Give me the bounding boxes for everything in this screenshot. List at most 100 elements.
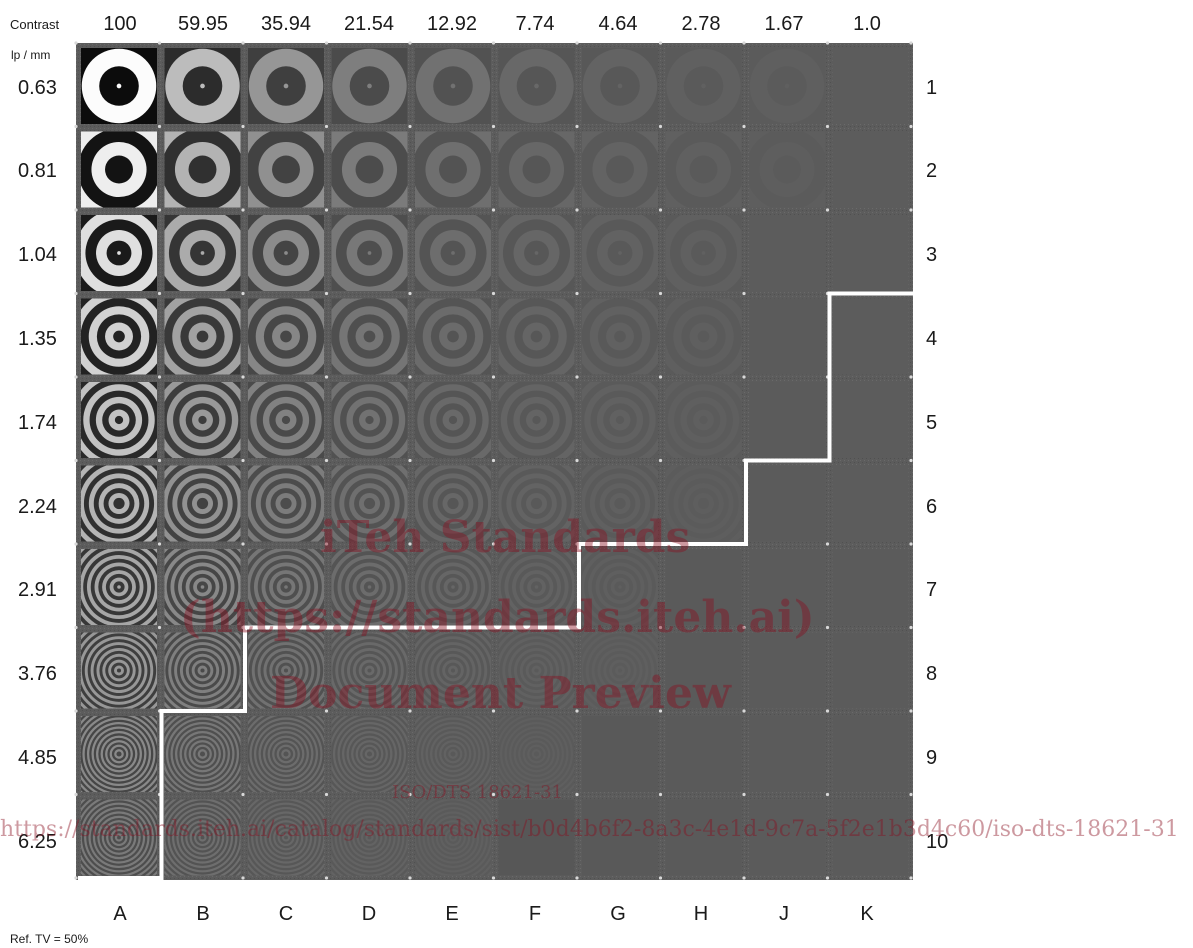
grid-marker (658, 41, 663, 45)
row-lpmm-9: 4.85 (18, 747, 57, 769)
ring-target (832, 632, 909, 709)
ring-target (749, 215, 825, 291)
ring-target (582, 465, 658, 542)
ring-target (164, 48, 241, 124)
grid-marker (408, 41, 412, 45)
grid-marker (74, 458, 78, 463)
column-letter-k: K (860, 903, 874, 925)
ring-target (331, 799, 408, 876)
grid-marker (241, 124, 245, 129)
ring-target (749, 549, 825, 625)
grid-marker (658, 458, 663, 463)
ring-target (164, 382, 241, 458)
ring-target (832, 799, 909, 876)
ring-target (81, 215, 157, 291)
ring-target (749, 131, 825, 208)
grid-marker (74, 208, 78, 212)
row-number-7: 7 (926, 579, 938, 601)
grid-marker (74, 291, 78, 296)
grid-marker (825, 625, 830, 630)
grid-marker (408, 124, 412, 129)
grid-marker (408, 709, 412, 713)
grid-marker (324, 709, 329, 713)
grid-marker (74, 375, 78, 379)
ring-target (164, 716, 241, 792)
ring-target (248, 465, 324, 542)
ring-target (248, 48, 324, 124)
row-number-9: 9 (926, 747, 938, 769)
grid-marker (825, 876, 830, 880)
ring-target (498, 716, 575, 792)
column-letter-j: J (779, 903, 789, 925)
grid-marker (491, 542, 496, 546)
column-contrast-b: 59.95 (177, 13, 229, 35)
grid-marker (909, 625, 913, 630)
row-number-3: 3 (926, 244, 938, 266)
grid-marker (909, 876, 913, 880)
row-lpmm-7: 2.91 (18, 579, 57, 601)
column-contrast-a: 100 (103, 13, 137, 35)
ring-target (832, 215, 909, 291)
grid-marker (157, 625, 162, 630)
ring-target (248, 549, 324, 625)
ring-target (331, 716, 408, 792)
ring-target (248, 298, 324, 375)
ring-target (81, 131, 157, 208)
column-letter-g: G (610, 903, 626, 925)
grid-marker (324, 876, 329, 880)
ring-target (582, 549, 658, 625)
watermark-line-1: iTeh Standards (320, 512, 691, 563)
grid-marker (491, 41, 496, 45)
watermark-line-3: Document Preview (270, 668, 731, 719)
row-lpmm-6: 2.24 (18, 496, 57, 518)
ring-target (498, 799, 575, 876)
column-contrast-g: 4.64 (598, 13, 638, 35)
row-lpmm-8: 3.76 (18, 663, 57, 685)
ring-target (665, 131, 742, 208)
grid-marker (408, 208, 412, 212)
grid-marker (575, 876, 579, 880)
row-number-10: 10 (926, 831, 949, 853)
grid-marker (491, 792, 496, 797)
grid-marker (742, 375, 746, 379)
grid-marker (241, 41, 245, 45)
column-letter-c: C (278, 903, 294, 925)
grid-marker (825, 542, 830, 546)
ring-target (331, 48, 408, 124)
grid-marker (909, 375, 913, 379)
grid-marker (324, 291, 329, 296)
ring-target (749, 382, 825, 458)
grid-marker (909, 792, 913, 797)
lpmm-axis-label: lp / mm (11, 48, 51, 62)
ring-target (415, 465, 491, 542)
ring-target (665, 799, 742, 876)
grid-marker (658, 625, 663, 630)
column-letter-d: D (361, 903, 377, 925)
ring-target (164, 131, 241, 208)
ring-target (331, 632, 408, 709)
grid-marker (157, 124, 162, 129)
grid-marker (658, 291, 663, 296)
ring-target (164, 549, 241, 625)
ring-target (749, 465, 825, 542)
ring-target (582, 48, 658, 124)
grid-marker (408, 542, 412, 546)
column-contrast-d: 21.54 (343, 13, 395, 35)
grid-marker (491, 291, 496, 296)
row-lpmm-3: 1.04 (18, 244, 57, 266)
grid-marker (491, 458, 496, 463)
grid-marker (241, 542, 245, 546)
grid-marker (241, 375, 245, 379)
row-number-1: 1 (926, 77, 938, 99)
grid-marker (74, 542, 78, 546)
grid-marker (909, 458, 913, 463)
column-letter-h: H (693, 903, 709, 925)
ring-target (248, 632, 324, 709)
grid-marker (74, 792, 78, 797)
ring-target (832, 465, 909, 542)
column-contrast-h: 2.78 (681, 13, 721, 35)
ring-target (665, 48, 742, 124)
ring-target (415, 632, 491, 709)
ring-target (415, 549, 491, 625)
